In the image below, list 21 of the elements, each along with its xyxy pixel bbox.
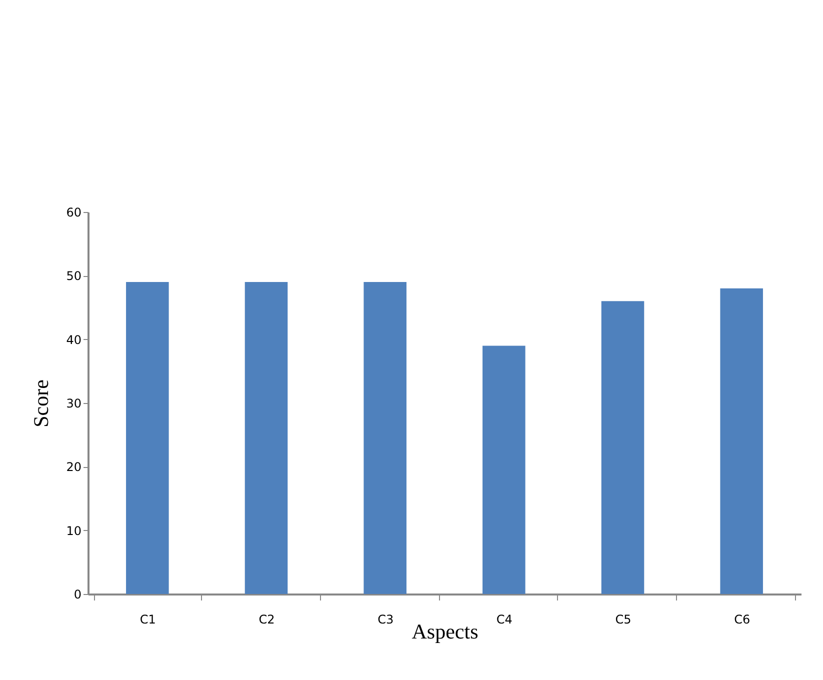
y-tick-label: 20: [66, 460, 82, 474]
x-tick-label: C4: [496, 612, 512, 626]
x-axis-title: Aspects: [412, 620, 478, 644]
x-tick-label: C6: [734, 612, 750, 626]
y-tick-label: 10: [66, 524, 82, 538]
bar: [601, 301, 644, 594]
x-tick-label: C5: [615, 612, 632, 626]
y-tick-label: 0: [74, 588, 82, 602]
y-axis-title: Score: [29, 380, 54, 428]
bar: [364, 282, 406, 594]
y-tick-label: 30: [66, 396, 82, 410]
y-tick-label: 60: [66, 206, 82, 220]
x-tick-label: C3: [378, 612, 394, 626]
y-tick-label: 40: [66, 332, 82, 347]
bar: [126, 282, 169, 594]
x-tick-label: C2: [258, 612, 275, 626]
bar: [482, 346, 526, 594]
bar: [720, 288, 763, 594]
bar: [244, 282, 288, 594]
y-tick-label: 50: [66, 269, 82, 284]
x-tick-label: C1: [140, 612, 156, 626]
